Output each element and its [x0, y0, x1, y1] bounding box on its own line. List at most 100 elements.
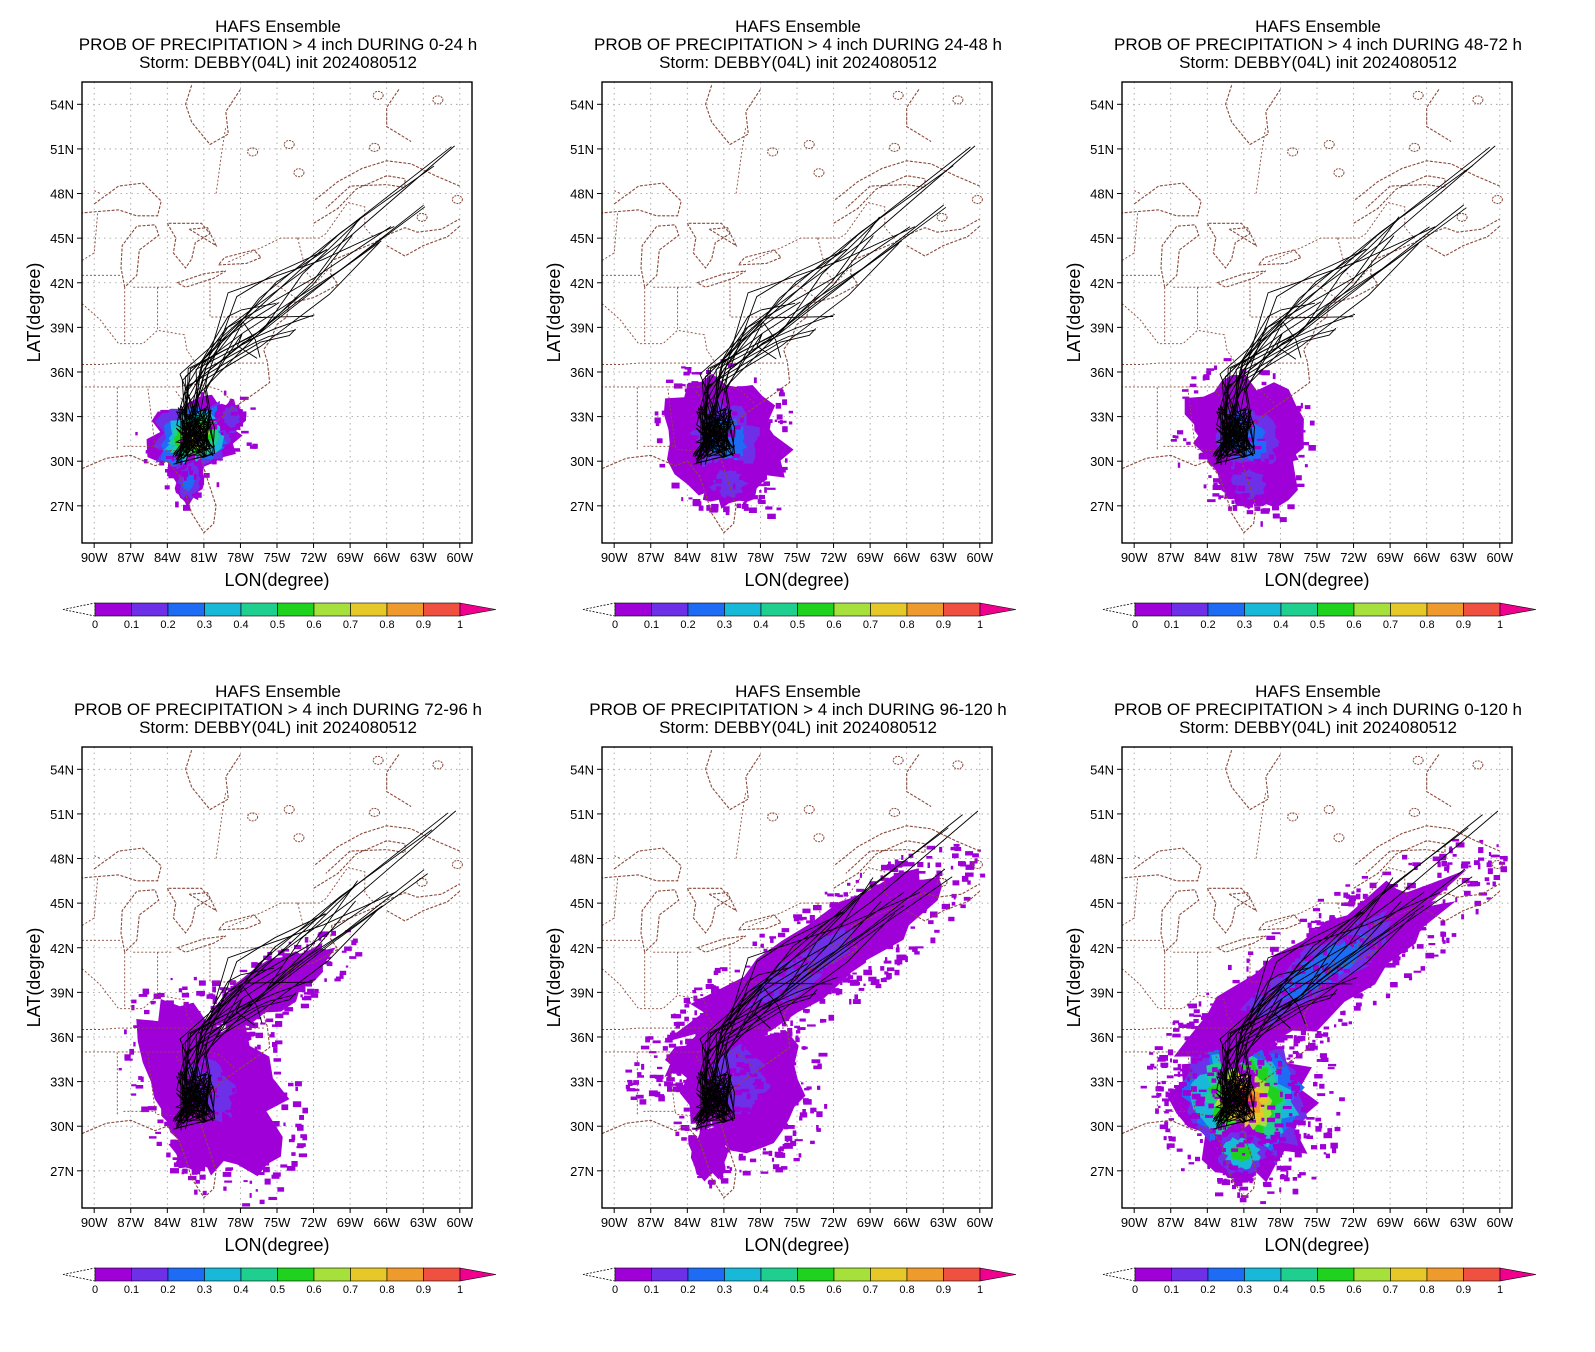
precip-prob-speck [703, 1158, 707, 1163]
precip-prob-speck [711, 503, 719, 508]
x-tick-label: 69W [857, 550, 884, 565]
precip-prob-speck [272, 1172, 281, 1177]
precip-prob-speck [1334, 1126, 1341, 1132]
precip-prob-speck [680, 1009, 687, 1014]
colorbar-under-arrow [62, 602, 96, 617]
precip-prob-speck [1266, 1117, 1276, 1123]
x-axis-label: LON(degree) [224, 1235, 329, 1255]
precip-prob-speck [215, 1147, 220, 1153]
precip-prob-speck [765, 506, 773, 510]
precip-prob-speck [739, 1169, 742, 1173]
precip-prob-speck [1200, 1024, 1204, 1030]
precip-prob-speck [742, 464, 747, 469]
island-outline [952, 95, 964, 105]
precip-prob-speck [1312, 908, 1321, 912]
precip-prob-speck [1181, 1168, 1185, 1172]
precip-prob-speck [785, 1001, 791, 1006]
colorbar-tick-label: 0.3 [1237, 1284, 1252, 1296]
x-tick-label: 87W [1157, 550, 1184, 565]
state-border [1134, 855, 1141, 859]
precip-prob-speck [282, 1092, 288, 1096]
coastline [313, 175, 406, 224]
precip-prob-speck [1195, 426, 1204, 432]
coastline [185, 749, 241, 811]
precip-prob-speck [733, 483, 736, 490]
x-tick-label: 78W [747, 550, 774, 565]
precip-prob-speck [882, 877, 889, 881]
precip-prob-speck [1218, 1013, 1223, 1020]
precip-prob-speck [868, 976, 877, 982]
precip-prob-speck [210, 1130, 215, 1133]
precip-prob-speck [1337, 934, 1343, 939]
precip-prob-speck [1213, 1011, 1219, 1016]
precip-prob-speck [1343, 934, 1348, 941]
precip-prob-speck [285, 989, 291, 994]
precip-prob-speck [795, 1037, 800, 1043]
precip-prob-speck [184, 475, 187, 481]
precip-prob-speck [193, 1010, 198, 1016]
precip-prob-speck [1279, 1014, 1287, 1019]
precip-prob-speck [176, 1019, 181, 1024]
precip-prob-speck [275, 1040, 283, 1045]
precip-prob-speck [292, 953, 298, 959]
precip-prob-speck [1323, 1032, 1329, 1037]
precip-prob-speck [164, 1121, 172, 1126]
precip-prob-speck [727, 458, 734, 462]
coastline [1353, 175, 1446, 224]
precip-prob-speck [734, 1084, 740, 1087]
precip-prob-speck [715, 479, 722, 484]
precip-prob-speck [748, 469, 756, 474]
precip-prob-speck [273, 1071, 282, 1075]
precip-prob-speck [247, 1164, 254, 1171]
precip-prob-speck [1166, 1075, 1174, 1079]
coastline [120, 224, 160, 288]
precip-prob-speck [1191, 1086, 1197, 1092]
precip-prob-speck [1492, 881, 1496, 887]
precip-prob-speck [124, 1054, 131, 1059]
precip-prob-speck [181, 471, 189, 477]
precip-prob-speck [186, 1020, 195, 1025]
precip-prob-speck [234, 1021, 242, 1027]
precip-prob-speck [784, 1135, 793, 1142]
precip-prob-speck [1259, 1035, 1268, 1041]
precip-prob-speck [1253, 1073, 1258, 1077]
precip-prob-speck [796, 1090, 800, 1096]
precip-prob-speck [1295, 1089, 1300, 1094]
precip-prob-speck [654, 1074, 664, 1079]
precip-prob-speck [140, 1076, 144, 1082]
precip-prob-speck [1193, 390, 1199, 394]
colorbar-tick-label: 0.2 [1200, 619, 1215, 631]
precip-prob-speck [848, 979, 857, 983]
precip-prob-speck [635, 1094, 644, 1099]
precip-prob-speck [1369, 882, 1377, 889]
y-tick-label: 39N [570, 320, 594, 335]
precip-prob-speck [1232, 505, 1238, 511]
precip-prob-speck [959, 861, 967, 867]
precip-prob-speck [671, 1030, 675, 1034]
precip-prob-speck [1237, 381, 1241, 387]
precip-prob-speck [1188, 408, 1192, 415]
precip-prob-speck [1161, 1080, 1166, 1085]
precip-prob-speck [941, 903, 950, 910]
precip-prob-speck [219, 1055, 223, 1061]
precip-prob-speck [138, 1076, 142, 1080]
precip-prob-speck [912, 947, 918, 952]
precip-prob-speck [824, 891, 828, 895]
precip-prob-speck [1198, 1001, 1202, 1007]
x-tick-label: 78W [227, 1215, 254, 1230]
x-tick-label: 66W [1413, 550, 1440, 565]
precip-prob-speck [741, 1047, 745, 1052]
precip-prob-speck [298, 1153, 308, 1158]
colorbar-tick-label: 0.5 [1310, 619, 1325, 631]
precip-prob-speck [231, 1052, 234, 1055]
precip-prob-speck [917, 862, 924, 868]
precip-prob-speck [1241, 485, 1245, 492]
precip-prob-speck [778, 420, 787, 423]
precip-prob-speck [689, 391, 692, 394]
precip-prob-speck [831, 988, 840, 994]
precip-prob-speck [681, 1137, 687, 1141]
precip-prob-speck [165, 1055, 172, 1059]
precip-prob-speck [770, 938, 774, 943]
coastline [833, 840, 926, 889]
precip-prob-speck [1257, 1059, 1265, 1066]
